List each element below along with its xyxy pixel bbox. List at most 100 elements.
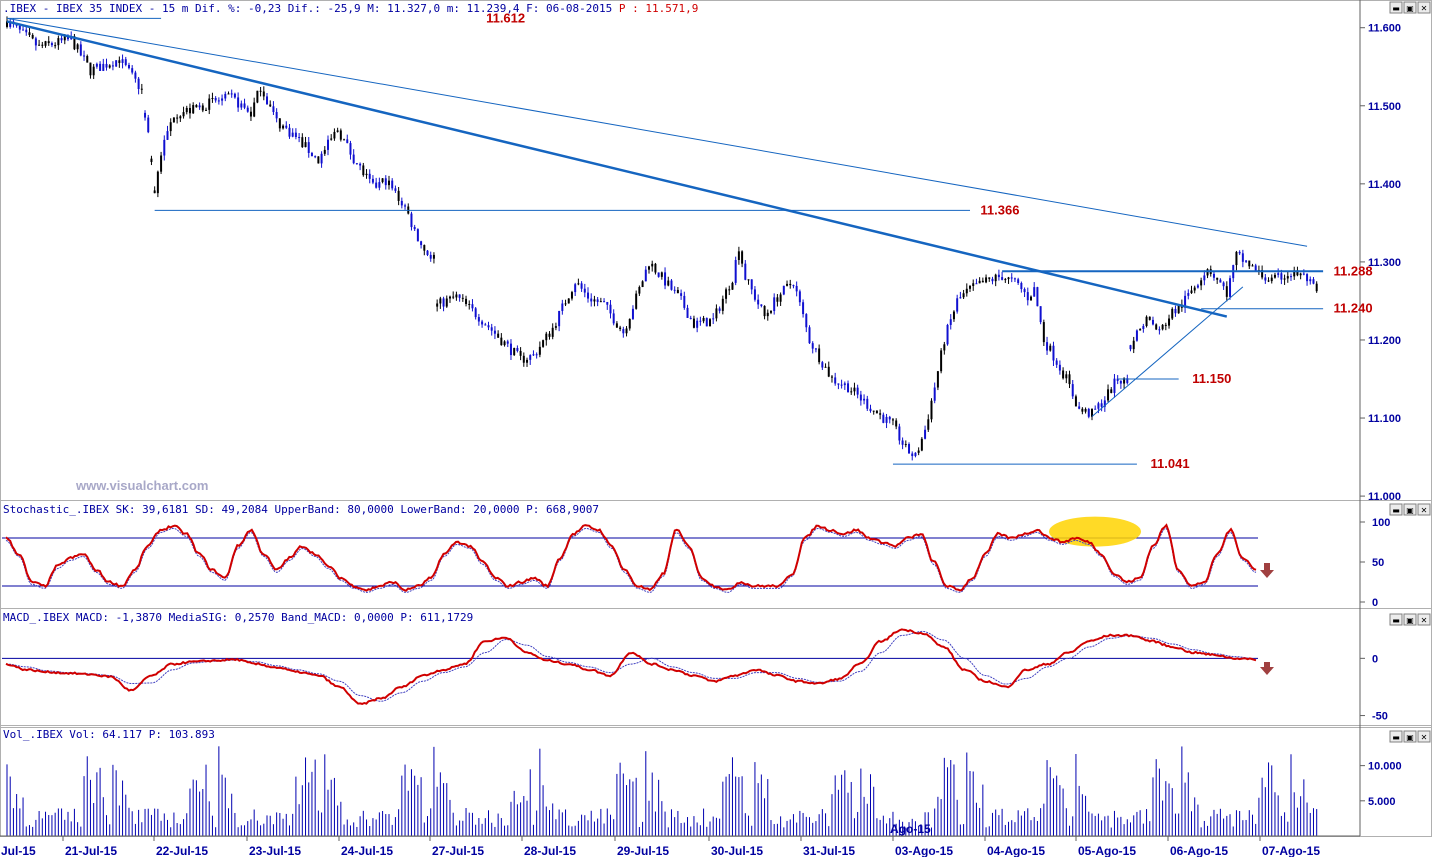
candle-body	[76, 44, 79, 50]
candle-body	[1100, 403, 1103, 407]
candle-body	[201, 105, 204, 111]
candle-body	[811, 343, 814, 349]
candle-body	[792, 285, 795, 287]
candle-body	[391, 180, 394, 189]
close-icon: ✕	[1421, 4, 1428, 13]
candle-body	[593, 299, 596, 302]
candle-body	[1049, 345, 1052, 351]
candle-body	[750, 279, 753, 290]
candle-body	[631, 308, 634, 319]
macd-line	[5, 628, 1257, 705]
candle-body	[493, 330, 496, 334]
candle-body	[513, 348, 516, 356]
candle-body	[570, 292, 573, 299]
candle-body	[240, 103, 243, 108]
candle-body	[1084, 408, 1087, 412]
minimize-icon: ▬	[1392, 616, 1400, 625]
price-tick-label: 11.200	[1368, 335, 1401, 347]
candle-body	[930, 400, 933, 420]
candle-body	[230, 93, 233, 95]
candle-body	[397, 190, 400, 201]
candle-body	[779, 294, 782, 302]
candle-body	[1184, 295, 1187, 308]
candle-body	[426, 250, 429, 255]
candle-body	[1087, 408, 1090, 417]
candle-body	[394, 188, 397, 191]
candle-body	[1062, 370, 1065, 379]
candle-body	[946, 324, 949, 345]
candle-body	[323, 149, 326, 154]
candle-body	[1241, 253, 1244, 262]
candle-body	[988, 277, 991, 279]
macd-panel-header: MACD_.IBEX MACD: -1,3870 MediaSIG: 0,257…	[3, 611, 473, 624]
close-button[interactable]	[1417, 613, 1431, 626]
candle-body	[1161, 324, 1164, 330]
level-label-11041: 11.041	[1151, 456, 1190, 471]
candle-body	[766, 312, 769, 317]
candle-body	[195, 105, 198, 108]
candle-body	[436, 303, 439, 307]
candle-body	[1267, 280, 1270, 282]
date-label: 24-Jul-15	[341, 844, 393, 857]
candle-body	[400, 200, 403, 206]
candle-body	[455, 294, 458, 298]
candle-body	[131, 68, 134, 73]
candle-body	[940, 350, 943, 372]
candle-body	[249, 111, 252, 117]
candle-body	[901, 440, 904, 445]
candle-body	[115, 60, 118, 67]
candle-body	[31, 34, 34, 39]
candle-body	[111, 65, 114, 67]
candle-body	[747, 279, 750, 281]
candle-body	[872, 410, 875, 412]
candle-body	[484, 324, 487, 326]
macd-plot: 0 -50	[2, 628, 1388, 723]
minimize-button[interactable]	[1389, 503, 1403, 516]
candle-body	[362, 165, 365, 176]
candle-body	[1042, 322, 1045, 343]
candle-body	[814, 348, 817, 350]
candle-body	[522, 355, 525, 363]
candle-body	[371, 178, 374, 183]
candle-body	[885, 416, 888, 423]
date-label: 29-Jul-15	[617, 844, 669, 857]
candle-body	[927, 419, 930, 430]
date-label: 03-Ago-15	[895, 844, 953, 857]
restore-button[interactable]	[1403, 730, 1417, 743]
candle-body	[805, 314, 808, 328]
candle-body	[60, 38, 63, 41]
close-button[interactable]	[1417, 1, 1431, 14]
candle-body	[304, 142, 307, 148]
restore-button[interactable]	[1403, 613, 1417, 626]
candle-body	[667, 280, 670, 286]
candle-body	[368, 173, 371, 179]
minimize-button[interactable]	[1389, 730, 1403, 743]
close-button[interactable]	[1417, 730, 1431, 743]
candle-body	[725, 289, 728, 299]
candle-body	[243, 103, 246, 108]
candle-body	[680, 293, 683, 296]
candle-body	[734, 260, 737, 283]
minimize-button[interactable]	[1389, 613, 1403, 626]
candle-body	[288, 127, 291, 137]
restore-button[interactable]	[1403, 1, 1417, 14]
close-icon: ✕	[1421, 616, 1428, 625]
candle-body	[404, 205, 407, 207]
candle-body	[696, 320, 699, 328]
candle-body	[933, 387, 936, 401]
candle-body	[1036, 287, 1039, 307]
close-button[interactable]	[1417, 503, 1431, 516]
candle-body	[548, 333, 551, 337]
candle-body	[266, 96, 269, 105]
candle-body	[272, 106, 275, 113]
minimize-button[interactable]	[1389, 1, 1403, 14]
level-label-11240: 11.240	[1334, 301, 1373, 316]
candle-body	[628, 318, 631, 329]
candle-body	[1004, 279, 1007, 281]
date-label: 28-Jul-15	[524, 844, 576, 857]
price-tick-label: 11.600	[1368, 23, 1401, 35]
candle-body	[413, 227, 416, 230]
restore-button[interactable]	[1403, 503, 1417, 516]
candle-body	[1033, 287, 1036, 297]
